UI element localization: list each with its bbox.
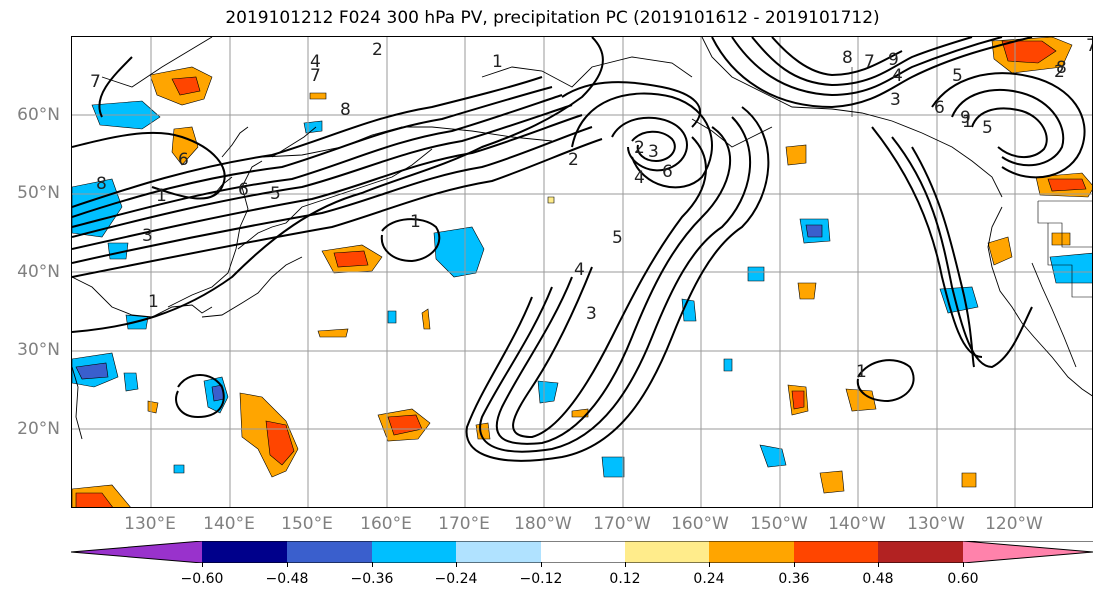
contour-label-1f: 1 <box>148 292 159 312</box>
colorbar-tick-neg036: −0.36 <box>350 571 394 587</box>
colorbar-tick-060: 0.60 <box>947 571 979 587</box>
contour-label-7d: 3 <box>648 142 659 162</box>
lon-label-130e: 130°E <box>124 514 176 534</box>
contour-label-1: 1 <box>156 186 167 206</box>
colorbar-bin-6 <box>625 541 709 563</box>
lon-label-140w: 140°W <box>828 514 886 534</box>
borders <box>851 67 1092 298</box>
colorbar-tick-048: 0.48 <box>862 571 894 587</box>
pv-contours <box>72 37 1086 462</box>
contour-label-5b: 5 <box>612 228 623 248</box>
contour-label-7: 7 <box>310 66 321 86</box>
colorbar-extend-max <box>963 541 1093 563</box>
contour-label-3c: 3 <box>890 90 901 110</box>
contour-label-7c: 7 <box>864 52 875 72</box>
contour-label-4b: 4 <box>574 260 585 280</box>
lat-label-60n: 60°N <box>17 105 60 125</box>
lon-label-160e: 160°E <box>360 514 412 534</box>
contour-label-7b: 7 <box>90 72 101 92</box>
precip-positive-shading <box>72 37 1092 507</box>
contour-label-6c: 6 <box>934 98 945 118</box>
contour-label-5c: 5 <box>952 66 963 86</box>
colorbar-extend-min <box>71 541 202 563</box>
colorbar-bin-4 <box>456 541 541 563</box>
contour-label-8b: 8 <box>96 174 107 194</box>
lon-label-150e: 150°E <box>281 514 333 534</box>
contour-label-1d: 1 <box>856 362 867 382</box>
lon-label-170e: 170°E <box>438 514 490 534</box>
lon-label-130w: 130°W <box>907 514 965 534</box>
colorbar-tick-neg012: −0.12 <box>519 571 563 587</box>
contour-label-6: 6 <box>238 180 249 200</box>
lat-label-40n: 40°N <box>17 262 60 282</box>
lat-label-50n: 50°N <box>17 183 60 203</box>
contour-label-2c: 2 <box>1054 62 1065 82</box>
colorbar-bin-5 <box>541 541 625 563</box>
colorbar-tick-neg060: −0.60 <box>180 571 224 587</box>
contour-label-1c: 1 <box>492 52 503 72</box>
colorbar-bin-7 <box>709 541 794 563</box>
lon-label-160w: 160°W <box>671 514 729 534</box>
contour-label-4c: 4 <box>892 66 903 86</box>
lon-label-140e: 140°E <box>203 514 255 534</box>
contour-label-8e: 9 <box>960 108 971 128</box>
contour-label-5d: 6 <box>662 162 673 182</box>
lon-label-170w: 170°W <box>593 514 651 534</box>
map-canvas: 2 4 7 8 1 6 5 3 8 7 6 5 4 3 2 1 1 1 9 8 … <box>72 37 1093 507</box>
contour-label-5: 5 <box>270 184 281 204</box>
map-panel: 2 4 7 8 1 6 5 3 8 7 6 5 4 3 2 1 1 1 9 8 … <box>71 36 1093 508</box>
lat-label-20n: 20°N <box>17 419 60 439</box>
contour-label-2b: 2 <box>568 150 579 170</box>
contour-label-3b: 3 <box>586 304 597 324</box>
contour-label-8: 8 <box>340 100 351 120</box>
contour-label-1e: 1 <box>962 112 973 132</box>
lon-label-180w: 180°W <box>514 514 572 534</box>
colorbar-tick-024: 0.24 <box>693 571 725 587</box>
contour-labels: 2 4 7 8 1 6 5 3 8 7 6 5 4 3 2 1 1 1 9 8 … <box>90 37 1093 382</box>
contour-label-7e: 8 <box>1056 58 1067 78</box>
colorbar-tick-036: 0.36 <box>778 571 810 587</box>
contour-label-6b: 6 <box>178 150 189 170</box>
colorbar-tick-neg048: −0.48 <box>265 571 309 587</box>
contour-label-5e: 5 <box>982 118 993 138</box>
map-title: 2019101212 F024 300 hPa PV, precipitatio… <box>225 8 880 28</box>
lon-label-150w: 150°W <box>750 514 808 534</box>
contour-label-3: 3 <box>142 226 153 246</box>
lat-label-30n: 30°N <box>17 340 60 360</box>
contour-label-4: 4 <box>310 52 321 72</box>
contour-label-9b: 7 <box>1086 37 1093 56</box>
colorbar-bin-9 <box>878 541 963 563</box>
contour-label-8c: 8 <box>842 48 853 68</box>
contour-label-9: 9 <box>888 50 899 70</box>
contour-label-8d: 2 <box>634 138 645 158</box>
colorbar-bin-1 <box>202 541 287 563</box>
colorbar-tick-012: 0.12 <box>609 571 641 587</box>
colorbar-bin-3 <box>372 541 456 563</box>
colorbar-tick-neg024: −0.24 <box>434 571 478 587</box>
contour-label-2: 2 <box>372 40 383 60</box>
contour-label-6d: 4 <box>634 168 645 188</box>
colorbar-bin-2 <box>287 541 372 563</box>
colorbar-bin-8 <box>794 541 878 563</box>
lon-label-120w: 120°W <box>985 514 1043 534</box>
colorbar <box>71 541 1093 563</box>
contour-label-1b: 1 <box>410 212 421 232</box>
